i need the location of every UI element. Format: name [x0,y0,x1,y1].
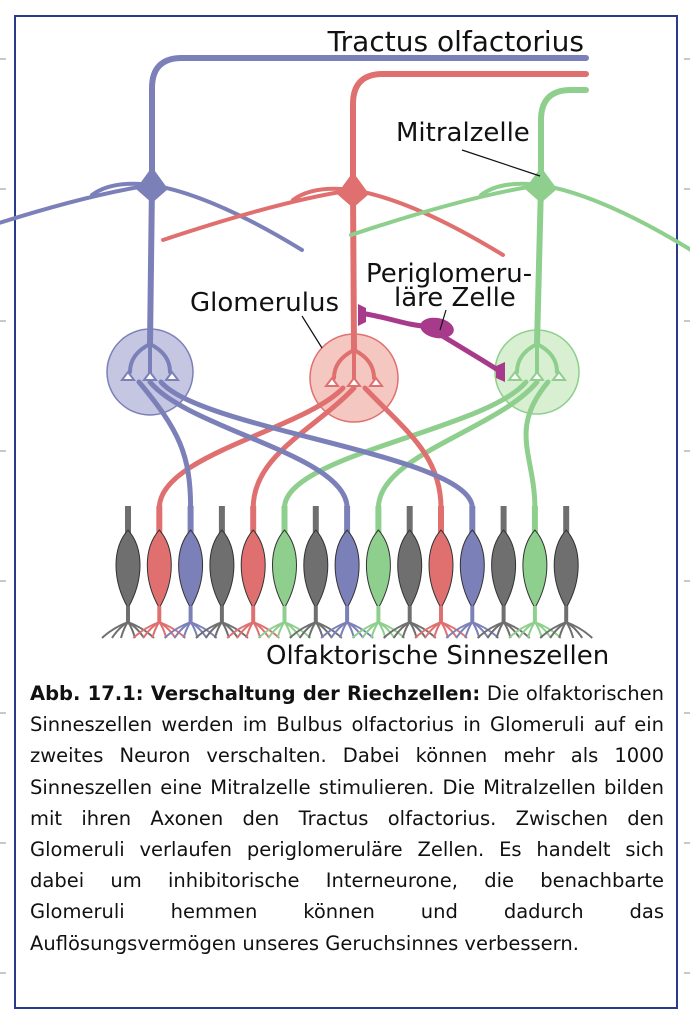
receptor-axon-blue [158,379,475,511]
label-periglomerular-1: Periglomeru- [366,259,532,289]
receptor-axon-green [282,379,529,511]
synapse-green [507,370,523,381]
margin-tick [0,188,6,190]
synapse-blue [164,370,180,381]
sensory-cell-blue [163,506,218,639]
sensory-cell-gray [289,506,343,639]
synapse-green [551,370,567,381]
sensory-cell-row [101,506,593,639]
margin-tick [684,450,690,452]
sensory-cell-gray [476,506,531,639]
receptor-axon-green [375,379,540,511]
receptor-axon-blue [147,379,350,511]
margin-tick [684,972,690,974]
mitral-cells [0,55,690,380]
sensory-cell-red [226,506,280,639]
receptor-axon-green [523,379,551,511]
margin-tick [684,320,690,322]
mitral-cell-blue [0,55,589,374]
margin-tick [684,842,690,844]
synapse-blue [120,370,136,381]
periglomerular-cell [358,304,505,382]
margin-tick [0,58,6,60]
sensory-cell-blue [320,506,374,639]
margin-tick [0,972,6,974]
receptor-axon-red [250,385,357,511]
glomerulus-pointer-line [301,315,323,349]
sensory-cell-red [132,506,186,639]
label-mitral-cell: Mitralzelle [396,118,530,148]
synapse-red [346,376,362,387]
margin-tick [684,188,690,190]
sensory-cell-red [414,506,468,639]
label-tractus-olfactorius: Tractus olfactorius [327,25,584,58]
margin-tick [0,450,6,452]
sensory-cell-gray [539,506,593,639]
receptor-axon-blue [136,379,194,511]
mitral-cell-red [161,71,589,380]
label-glomerulus: Glomerulus [190,288,339,318]
synapse-red [324,376,340,387]
margin-tick [684,58,690,60]
figure-caption: Abb. 17.1: Verschaltung der Riechzellen:… [30,678,664,959]
receptor-axons [136,379,551,511]
sensory-cell-green [257,506,312,639]
synapse-blue [142,370,158,381]
sensory-cell-gray [101,506,155,639]
sensory-cell-gray [195,506,249,639]
mitral-cell-green [349,87,690,374]
margin-tick [0,842,6,844]
periglomerular-pointer-line [439,309,447,331]
caption-body: Die olfaktorischen Sinneszellen werden i… [30,682,664,955]
margin-tick [0,712,6,714]
caption-heading: Abb. 17.1: Verschaltung der Riechzellen: [30,682,481,705]
sensory-cell-gray [383,506,437,639]
olfactory-circuit-diagram: Tractus olfactorius Mitralzelle Periglom… [0,25,690,671]
label-periglomerular-2: läre Zelle [394,283,516,313]
label-sensory-cells: Olfaktorische Sinneszellen [266,641,609,671]
margin-tick [0,580,6,582]
receptor-axon-red [156,385,346,511]
sensory-cell-blue [445,506,499,639]
synapse-red [368,376,384,387]
glomerular-synapses [120,370,567,387]
margin-tick [684,580,690,582]
synapse-green [529,370,545,381]
margin-tick [684,712,690,714]
mitral-pointer-line [461,149,541,177]
receptor-axon-red [362,385,444,511]
sensory-cell-green [351,506,406,639]
sensory-cell-green [508,506,562,639]
margin-tick [0,320,6,322]
